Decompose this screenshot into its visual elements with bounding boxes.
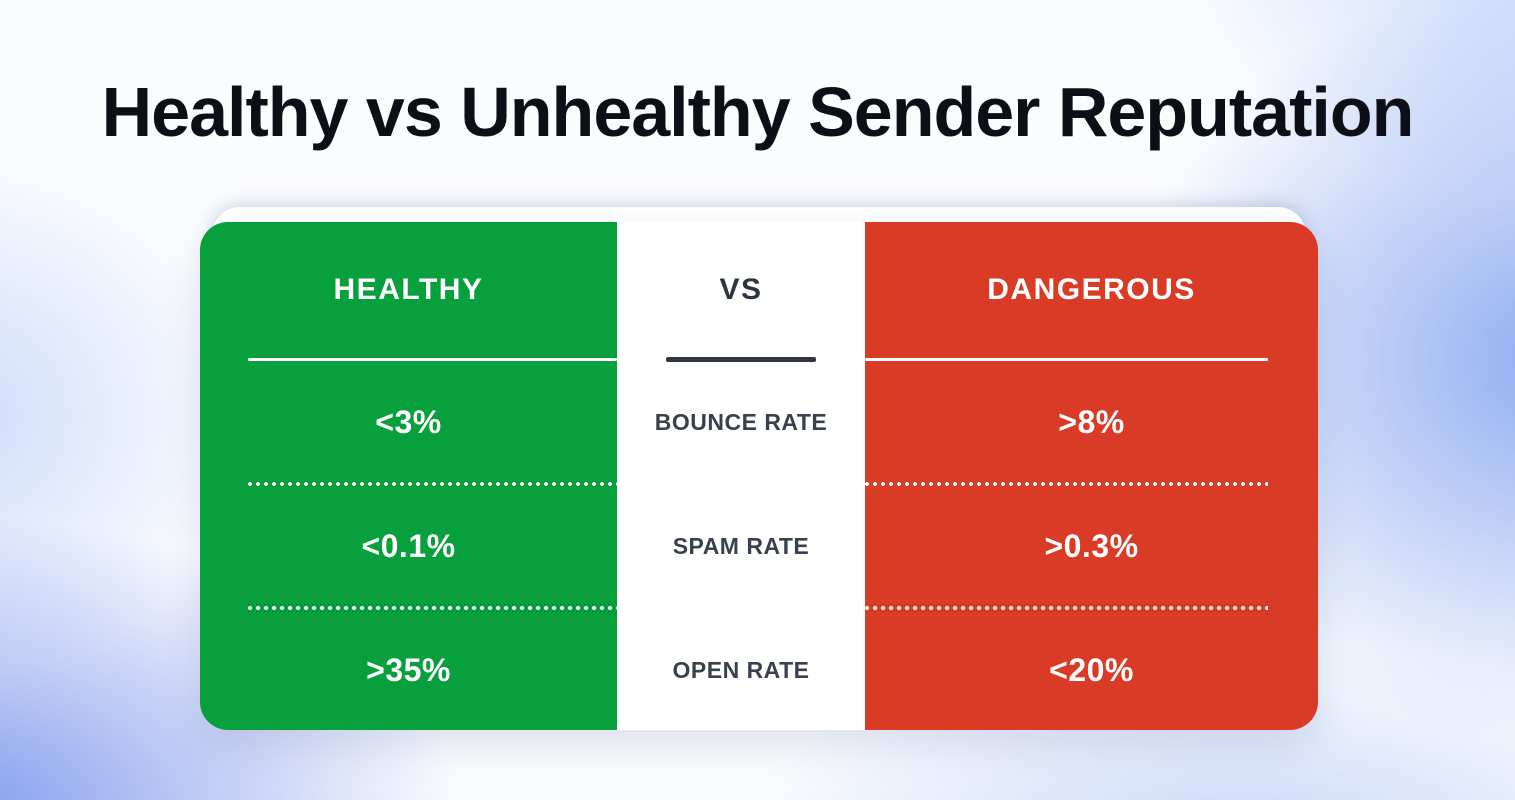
healthy-spam-rate-value: <0.1%: [361, 527, 456, 564]
comparison-table: HEALTHY <3% <0.1% >35% VS: [200, 222, 1318, 730]
dangerous-spam-rate-value: >0.3%: [1044, 527, 1139, 564]
dangerous-header-divider: [865, 358, 1318, 362]
spam-rate-label-cell: SPAM RATE: [617, 486, 865, 606]
healthy-header-divider: [200, 358, 617, 362]
column-dangerous: DANGEROUS >8% >0.3% <20%: [865, 222, 1318, 730]
healthy-bounce-rate-value: <3%: [375, 403, 442, 440]
vs-spacer: [617, 482, 865, 486]
healthy-open-rate-value: >35%: [366, 651, 451, 688]
dangerous-row-divider: [865, 482, 1318, 486]
page-title: Healthy vs Unhealthy Sender Reputation: [101, 73, 1415, 151]
healthy-row-divider: [200, 606, 617, 610]
dangerous-row-divider: [865, 606, 1318, 610]
dangerous-spam-rate-cell: >0.3%: [865, 486, 1318, 606]
healthy-header-label: HEALTHY: [333, 273, 484, 306]
bounce-rate-label-cell: BOUNCE RATE: [617, 362, 865, 482]
spam-rate-label: SPAM RATE: [672, 532, 810, 559]
dangerous-bounce-rate-value: >8%: [1058, 403, 1125, 440]
dangerous-header-label: DANGEROUS: [987, 273, 1196, 306]
dangerous-header: DANGEROUS: [865, 222, 1318, 358]
bounce-rate-label: BOUNCE RATE: [654, 408, 828, 435]
healthy-open-rate-cell: >35%: [200, 610, 617, 730]
open-rate-label-cell: OPEN RATE: [617, 610, 865, 730]
vs-spacer: [617, 606, 865, 610]
dangerous-open-rate-cell: <20%: [865, 610, 1318, 730]
vs-header-divider: [617, 357, 865, 362]
healthy-spam-rate-cell: <0.1%: [200, 486, 617, 606]
column-vs: VS BOUNCE RATE SPAM RATE OPEN RATE: [617, 222, 865, 730]
dangerous-open-rate-value: <20%: [1049, 651, 1134, 688]
dangerous-bounce-rate-cell: >8%: [865, 362, 1318, 482]
column-healthy: HEALTHY <3% <0.1% >35%: [200, 222, 617, 730]
healthy-header: HEALTHY: [200, 222, 617, 358]
vs-header-label: VS: [719, 273, 763, 306]
vs-header: VS: [617, 222, 865, 358]
comparison-card: HEALTHY <3% <0.1% >35% VS: [200, 207, 1318, 730]
open-rate-label: OPEN RATE: [672, 656, 810, 683]
healthy-bounce-rate-cell: <3%: [200, 362, 617, 482]
healthy-row-divider: [200, 482, 617, 486]
